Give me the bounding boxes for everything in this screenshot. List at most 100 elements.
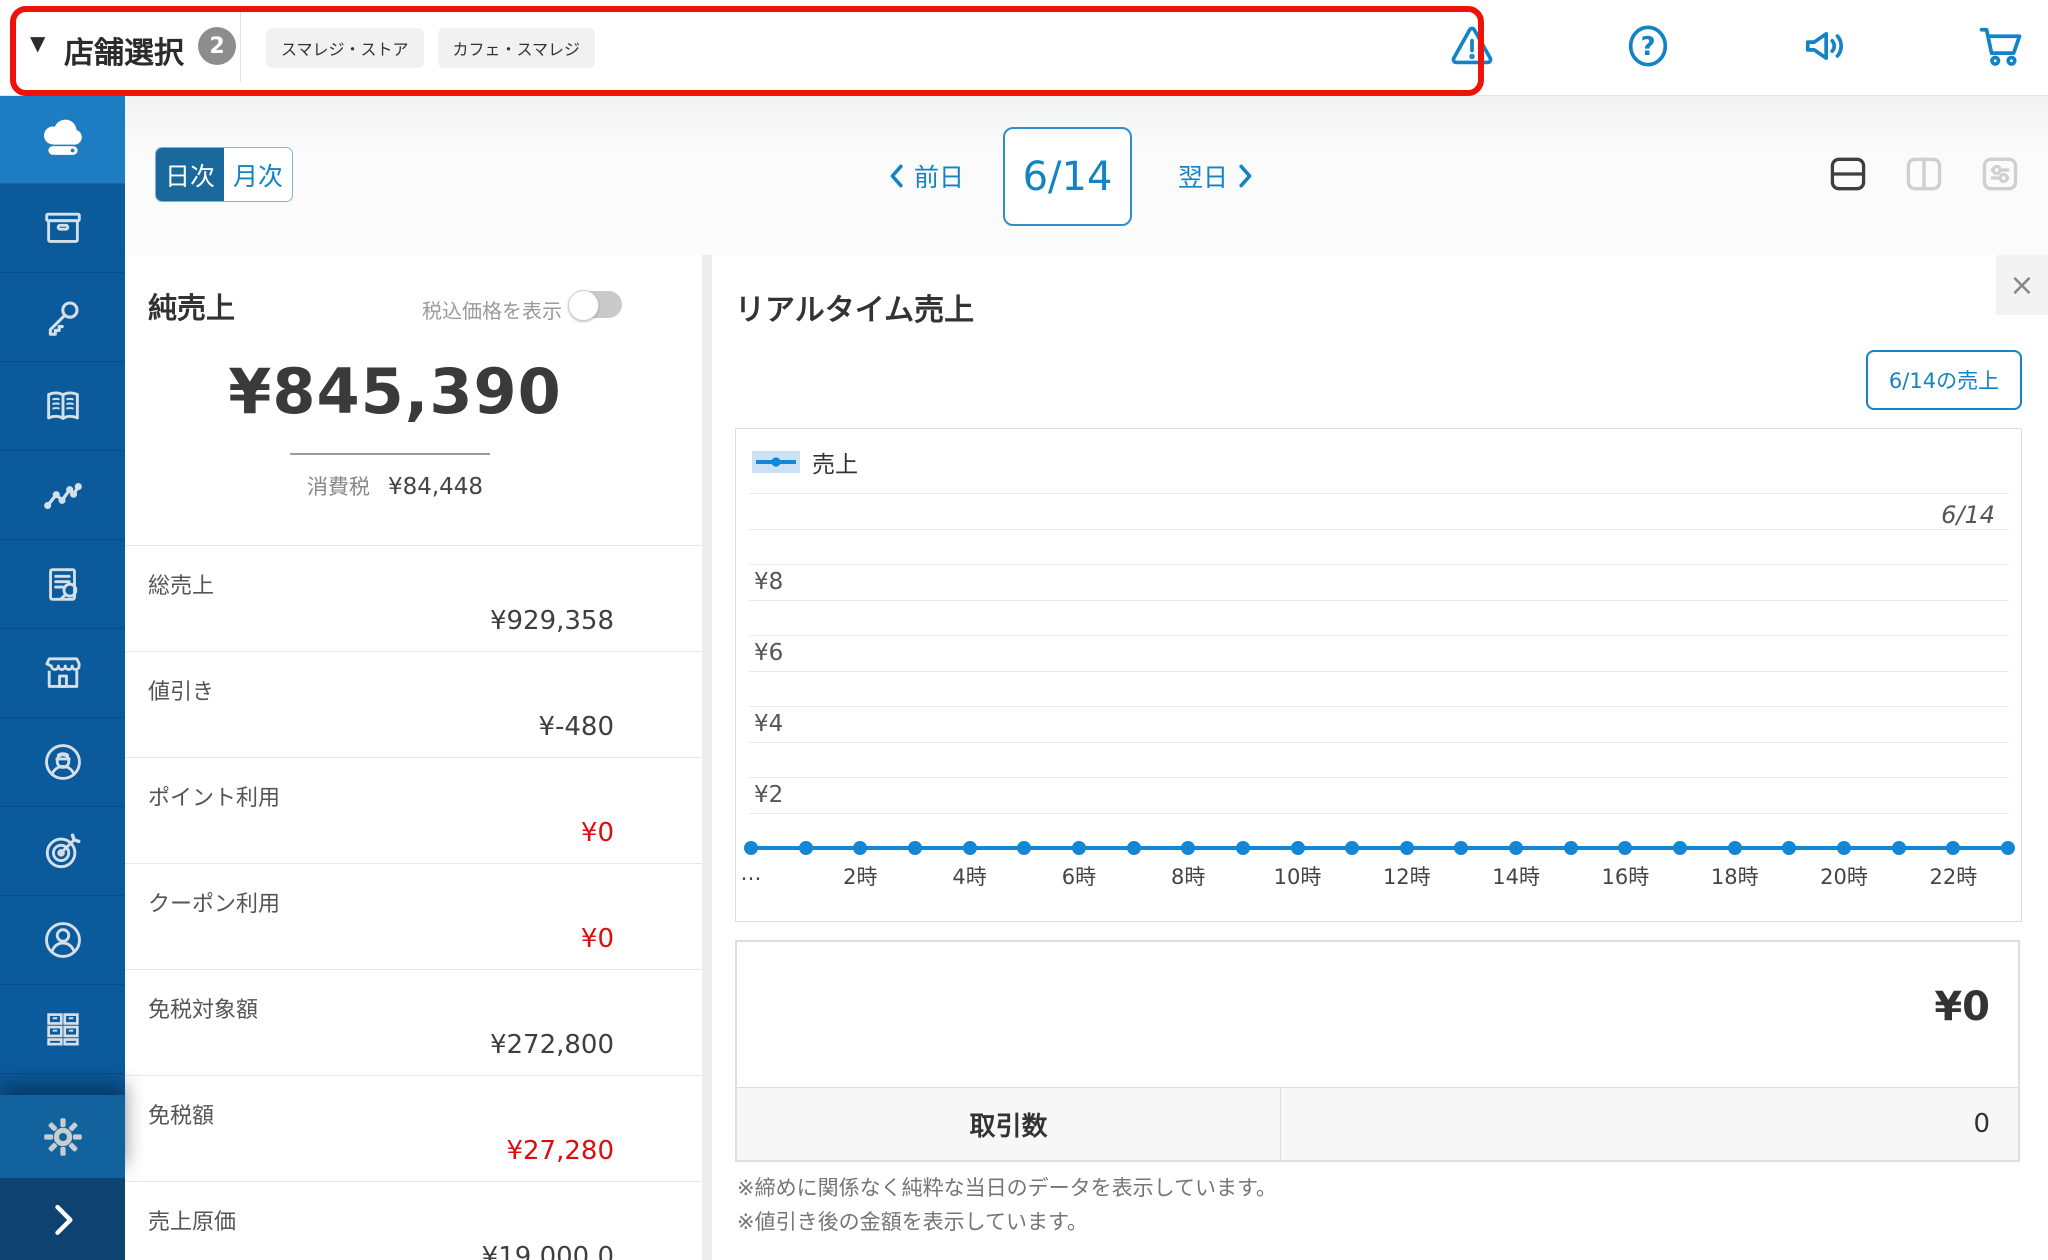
date-sales-button[interactable]: 6/14の売上 xyxy=(1866,350,2022,410)
sidebar-item-trend-chart[interactable] xyxy=(0,451,125,540)
data-point[interactable] xyxy=(1235,841,1250,855)
stat-row-value: ¥272,800 xyxy=(489,1030,614,1060)
data-point[interactable] xyxy=(1509,841,1524,855)
next-day-button[interactable]: 翌日 xyxy=(1178,158,1254,194)
data-point[interactable] xyxy=(1126,841,1141,855)
tax-included-toggle[interactable] xyxy=(568,290,622,321)
chart-gridline xyxy=(749,670,2009,672)
staff-icon xyxy=(40,739,86,785)
data-point[interactable] xyxy=(1454,841,1469,855)
data-point[interactable] xyxy=(1017,841,1032,855)
split-horizontal-icon[interactable] xyxy=(1826,152,1870,196)
chevron-left-icon xyxy=(890,164,903,188)
next-day-label: 翌日 xyxy=(1178,163,1229,192)
tune-icon[interactable] xyxy=(1978,152,2022,196)
key-icon xyxy=(40,294,86,340)
data-point[interactable] xyxy=(2001,841,2015,855)
alert-icon[interactable] xyxy=(1446,18,1498,74)
x-axis-tick-label: 18時 xyxy=(1710,865,1759,889)
net-sales-amount: ¥845,390 xyxy=(228,355,562,428)
stat-row-label: 総売上 xyxy=(148,574,215,599)
data-point[interactable] xyxy=(1181,841,1196,855)
stat-row-value: ¥-480 xyxy=(538,712,614,742)
stat-row: クーポン利用 ¥0 xyxy=(125,863,702,969)
drawers-icon xyxy=(40,1006,86,1052)
data-point[interactable] xyxy=(1290,841,1305,855)
y-axis-tick-label: ¥2 xyxy=(754,782,784,808)
sidebar-item-cloud[interactable] xyxy=(0,95,125,184)
x-axis-tick-label: 6時 xyxy=(1061,865,1097,889)
sidebar-item-book[interactable] xyxy=(0,362,125,451)
prev-day-button[interactable]: 前日 xyxy=(888,158,964,194)
data-point[interactable] xyxy=(1782,841,1797,855)
realtime-sales-chart: 売上 6/14 ¥8 ¥6 ¥4 ¥2 … 2時 4時 6時 8時 10時 12時 14時 16時 18時… xyxy=(735,428,2022,922)
store-selector-label[interactable]: 店舗選択 xyxy=(64,36,184,71)
stat-row-value: ¥0 xyxy=(580,818,614,848)
data-point[interactable] xyxy=(1563,841,1578,855)
period-toggle: 日次 月次 xyxy=(155,147,293,202)
stat-row: 免税対象額 ¥272,800 xyxy=(125,969,702,1075)
chevron-right-icon xyxy=(41,1197,85,1241)
net-sales-panel: 純売上 税込価格を表示 ¥845,390 消費税 ¥84,448 総売上 ¥929,… xyxy=(125,255,702,1260)
trend-chart-icon xyxy=(40,472,86,518)
stat-row-list: 総売上 ¥929,358 値引き ¥-480 ポイント利用 ¥0 クーポン利用 ¥0 免税対象額… xyxy=(125,545,702,1260)
transactions-label: 取引数 xyxy=(737,1088,1281,1160)
tab-daily[interactable]: 日次 xyxy=(156,148,224,201)
help-icon[interactable]: ? xyxy=(1622,18,1674,74)
data-point[interactable] xyxy=(744,841,758,855)
data-point[interactable] xyxy=(1946,841,1961,855)
summary-total-amount: ¥0 xyxy=(1934,984,1990,1030)
chart-gridline xyxy=(749,741,2009,743)
panel-gap xyxy=(702,255,712,1260)
stat-row-value: ¥27,280 xyxy=(506,1136,614,1166)
store-chip-list: スマレジ・ストア カフェ・スマレジ xyxy=(266,28,596,68)
note-line-2: ※値引き後の金額を表示しています。 xyxy=(737,1210,1088,1234)
chart-gridline xyxy=(749,528,2009,530)
store-chip[interactable]: カフェ・スマレジ xyxy=(437,28,596,68)
stat-row-value: ¥0 xyxy=(580,924,614,954)
data-point[interactable] xyxy=(1891,841,1906,855)
sidebar-item-storefront[interactable] xyxy=(0,629,125,718)
note-line-1: ※締めに関係なく純粋な当日のデータを表示しています。 xyxy=(737,1176,1277,1200)
data-point[interactable] xyxy=(1727,841,1742,855)
sidebar-item-staff[interactable] xyxy=(0,718,125,807)
amount-underline xyxy=(290,453,490,455)
cart-icon[interactable] xyxy=(1974,18,2026,74)
data-point[interactable] xyxy=(1399,841,1414,855)
current-date-button[interactable]: 6/14 xyxy=(1003,127,1132,226)
sidebar-item-target[interactable] xyxy=(0,807,125,896)
x-axis-tick-label: 8時 xyxy=(1171,865,1206,889)
data-point[interactable] xyxy=(1345,841,1360,855)
sidebar-item-key[interactable] xyxy=(0,273,125,362)
split-vertical-icon[interactable] xyxy=(1902,152,1946,196)
stat-row-label: 免税対象額 xyxy=(148,998,259,1023)
customer-icon xyxy=(40,917,86,963)
x-axis-tick-label: 22時 xyxy=(1929,865,1978,889)
data-point[interactable] xyxy=(907,841,922,855)
data-point[interactable] xyxy=(1837,841,1852,855)
gear-icon xyxy=(39,1113,87,1161)
sidebar-item-report-search[interactable] xyxy=(0,540,125,629)
store-chip[interactable]: スマレジ・ストア xyxy=(266,28,424,68)
chart-period-label: 6/14 xyxy=(1941,501,1995,529)
stat-row-value: ¥929,358 xyxy=(489,606,614,636)
x-axis-tick-label: 10時 xyxy=(1273,865,1322,889)
close-button[interactable]: × xyxy=(1996,255,2048,315)
data-point[interactable] xyxy=(798,841,813,855)
data-point[interactable] xyxy=(853,841,868,855)
data-point[interactable] xyxy=(1618,841,1633,855)
sidebar-item-settings[interactable] xyxy=(0,1095,125,1178)
topbar-icon-group: ? xyxy=(1446,18,2026,74)
data-point[interactable] xyxy=(1673,841,1688,855)
sidebar-item-drawers[interactable] xyxy=(0,985,125,1074)
x-axis-tick-label: 16時 xyxy=(1601,865,1650,889)
chart-legend[interactable]: 売上 xyxy=(752,445,858,479)
sidebar-item-archive-box[interactable] xyxy=(0,184,125,273)
tab-monthly[interactable]: 月次 xyxy=(224,148,292,201)
sidebar-expand-button[interactable] xyxy=(0,1178,125,1260)
announcement-icon[interactable] xyxy=(1798,18,1850,74)
data-point[interactable] xyxy=(1071,841,1086,855)
sidebar-item-customer[interactable] xyxy=(0,896,125,985)
line-series-icon xyxy=(752,451,800,473)
data-point[interactable] xyxy=(962,841,977,855)
